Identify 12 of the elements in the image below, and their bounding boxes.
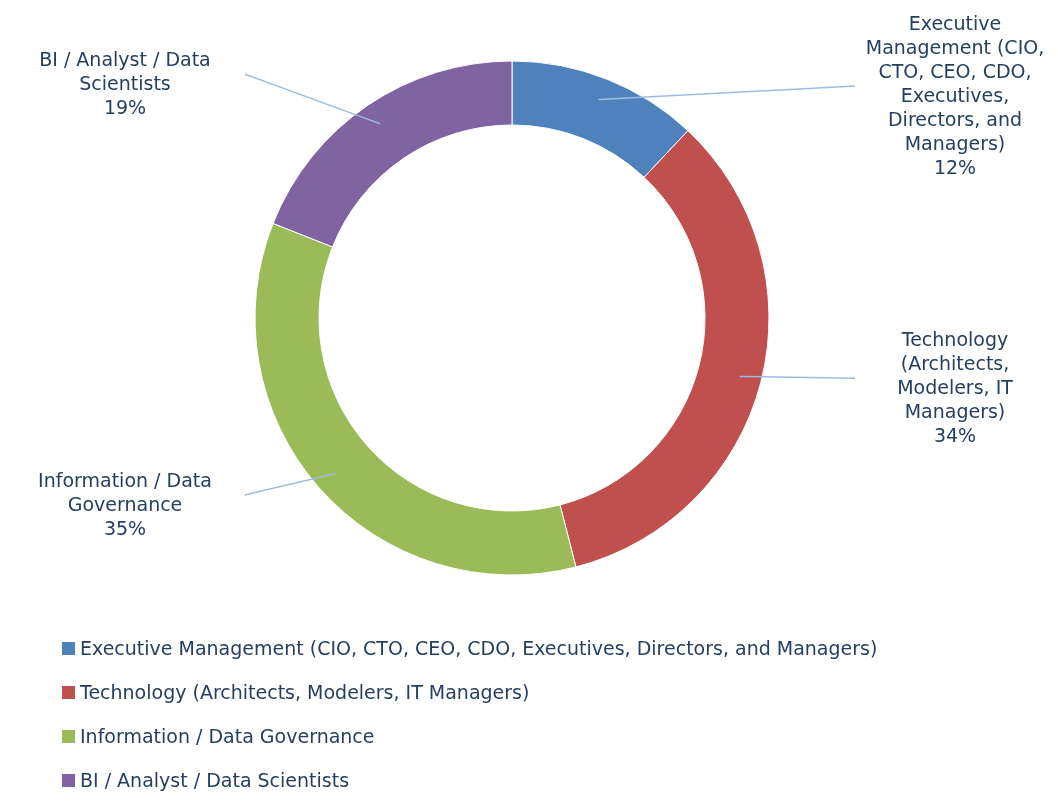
data-label: 12% xyxy=(933,156,977,178)
data-label: 35% xyxy=(103,516,147,539)
slice-label: Technology (Architects, Modelers, IT Managers) xyxy=(897,328,1014,423)
slice-label: BI / Analyst / Data Scientists xyxy=(39,48,211,95)
slice-label: Executive Management (CIO, CTO, CEO, CDO, Executives, Directors, and Managers) xyxy=(865,12,1045,154)
legend-label: Information / Data Governance xyxy=(80,725,375,747)
legend-label: Executive Management (CIO, CTO, CEO, CDO, Executives, Directors, and Managers) xyxy=(80,637,878,659)
data-label: 19% xyxy=(103,96,147,119)
data-label: 34% xyxy=(933,424,977,447)
slice-label: Information / Data Governance xyxy=(38,468,212,515)
legend-label: BI / Analyst / Data Scientists xyxy=(80,769,350,791)
legend-label: Technology (Architects, Modelers, IT Managers) xyxy=(79,681,530,703)
